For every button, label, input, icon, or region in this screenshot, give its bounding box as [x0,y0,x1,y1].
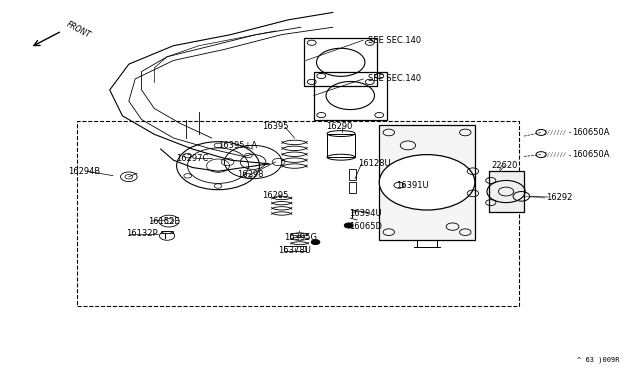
Bar [380,125,475,240]
Text: 16128U: 16128U [358,159,391,169]
Circle shape [311,240,320,245]
Text: 16395: 16395 [262,122,289,131]
Circle shape [380,155,475,210]
Text: 16065D: 16065D [349,222,381,231]
Text: 16292: 16292 [546,193,573,202]
Bar [77,121,520,306]
Bar [489,171,524,212]
Bar [349,182,356,193]
Text: 22620: 22620 [492,161,518,170]
Text: ^ 63 )009R: ^ 63 )009R [577,357,620,363]
Circle shape [344,223,353,228]
Text: 16297C: 16297C [177,154,209,163]
Text: 160650A: 160650A [572,128,609,137]
Text: FRONT: FRONT [65,20,92,40]
Text: 16290: 16290 [326,122,352,131]
Bar [304,38,378,86]
Text: 16132P: 16132P [125,230,157,238]
Text: 16391U: 16391U [396,182,429,190]
Bar [314,71,387,119]
Text: 16294B: 16294B [68,167,100,176]
Text: SEE SEC.140: SEE SEC.140 [368,36,421,45]
Text: SEE SEC.140: SEE SEC.140 [368,74,421,83]
Bar [284,246,306,251]
Text: 16152E: 16152E [148,217,180,225]
Text: 160650A: 160650A [572,150,609,159]
Text: 16395+A: 16395+A [218,141,257,150]
Text: 16295: 16295 [262,191,289,200]
Bar [349,169,356,180]
Text: 16395G: 16395G [284,233,317,242]
Bar [327,134,355,157]
Text: 16298: 16298 [237,170,263,179]
Text: 16394U: 16394U [349,209,381,218]
Text: 16378U: 16378U [278,246,311,255]
Bar [161,231,173,233]
